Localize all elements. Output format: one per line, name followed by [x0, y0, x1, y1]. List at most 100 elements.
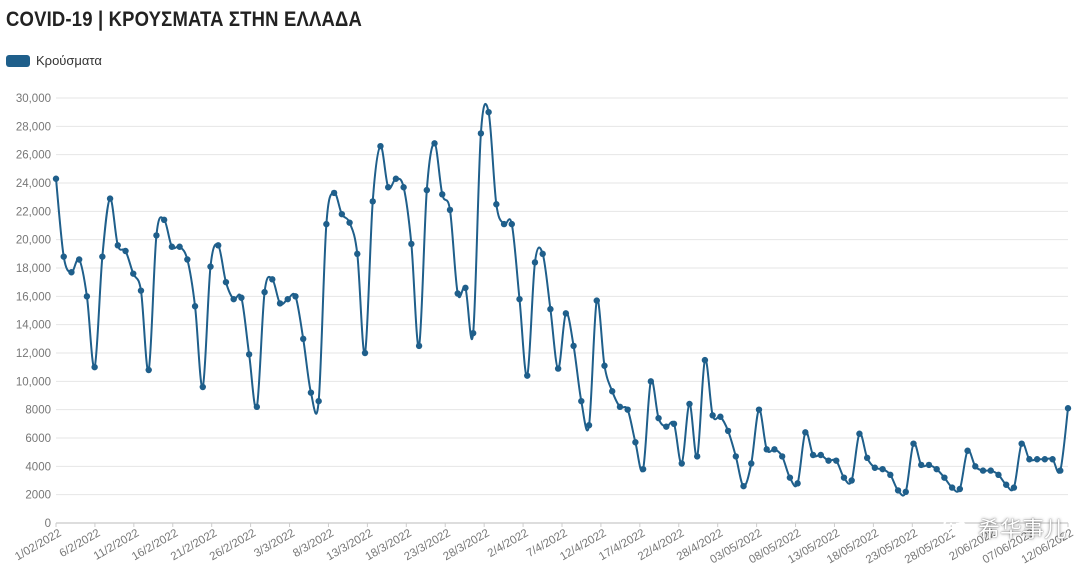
- data-point: [686, 400, 693, 408]
- data-point: [902, 488, 909, 496]
- data-point: [245, 351, 253, 358]
- data-point: [415, 342, 423, 350]
- data-point: [68, 269, 75, 276]
- data-point: [616, 403, 624, 411]
- data-point: [1026, 456, 1033, 463]
- watermark-text: 希华事儿: [977, 518, 1066, 543]
- data-point: [199, 383, 206, 391]
- data-point: [570, 342, 577, 350]
- data-point: [516, 295, 523, 303]
- legend-label: Κρούσματα: [36, 53, 102, 68]
- data-point: [809, 451, 817, 459]
- data-point: [222, 278, 230, 286]
- data-point: [1003, 481, 1010, 488]
- data-point: [439, 191, 446, 198]
- data-point: [871, 464, 879, 471]
- data-point: [230, 295, 237, 303]
- data-point: [1064, 405, 1072, 412]
- axes: [55, 522, 1069, 527]
- data-point: [106, 195, 114, 202]
- data-point: [1049, 456, 1056, 463]
- grid-lines: [56, 97, 1068, 496]
- data-point: [585, 422, 593, 429]
- data-point: [408, 240, 415, 248]
- data-point: [964, 447, 971, 454]
- data-point: [238, 294, 245, 301]
- data-point: [918, 461, 925, 469]
- data-point: [253, 403, 261, 411]
- watermark: 希华事儿: [942, 512, 1066, 544]
- data-point: [500, 220, 508, 228]
- data-point: [377, 142, 384, 150]
- data-point: [307, 389, 315, 396]
- data-point: [75, 256, 83, 263]
- data-point: [663, 423, 670, 430]
- data-point: [655, 414, 662, 422]
- data-point: [446, 206, 454, 214]
- data-point: [979, 467, 987, 474]
- data-point: [392, 175, 400, 182]
- series: [52, 102, 1072, 497]
- data-point: [856, 430, 863, 437]
- data-point: [778, 453, 786, 460]
- data-point: [52, 175, 60, 182]
- data-point: [531, 259, 539, 266]
- data-point: [1018, 440, 1025, 447]
- data-point: [338, 210, 346, 218]
- data-point: [825, 457, 832, 464]
- data-point: [369, 198, 376, 205]
- data-point: [678, 460, 685, 467]
- data-point: [879, 465, 886, 473]
- data-point: [323, 220, 330, 228]
- data-point: [670, 420, 678, 428]
- data-point: [130, 270, 137, 277]
- y-tick-label: 26,000: [16, 150, 51, 162]
- data-point: [1041, 456, 1049, 463]
- data-point: [276, 300, 284, 307]
- legend[interactable]: Κρούσματα: [6, 53, 102, 68]
- data-point: [508, 220, 515, 228]
- data-point: [609, 388, 616, 395]
- data-point: [863, 454, 871, 462]
- data-point: [160, 216, 168, 224]
- data-point: [987, 467, 994, 474]
- data-point: [933, 465, 940, 473]
- data-point: [632, 439, 639, 446]
- data-point: [269, 276, 276, 283]
- y-tick-label: 4000: [25, 461, 51, 473]
- data-point: [763, 446, 770, 453]
- data-point: [701, 356, 709, 364]
- data-point: [176, 243, 183, 250]
- y-tick-label: 12,000: [16, 348, 51, 360]
- y-tick-label: 14,000: [16, 320, 51, 332]
- data-point: [184, 256, 191, 263]
- data-point: [840, 474, 848, 481]
- data-point: [83, 293, 91, 300]
- data-point: [817, 451, 824, 459]
- y-tick-label: 8000: [25, 405, 51, 417]
- chart-title: COVID-19 | ΚΡΟΥΣΜΑΤΑ ΣΤΗΝ ΕΛΛΑΔΑ: [6, 8, 363, 31]
- data-point: [562, 310, 570, 317]
- data-point: [122, 247, 129, 255]
- data-point: [114, 242, 122, 249]
- data-point: [292, 293, 299, 300]
- y-tick-label: 10,000: [16, 376, 51, 388]
- data-point: [794, 480, 801, 487]
- data-point: [972, 463, 979, 470]
- data-point: [400, 184, 407, 191]
- data-point: [724, 427, 732, 435]
- data-point: [771, 446, 778, 453]
- data-point: [833, 457, 840, 464]
- data-point: [709, 412, 716, 419]
- data-point: [60, 253, 67, 260]
- data-point: [894, 487, 902, 494]
- data-point: [848, 477, 855, 484]
- y-tick-label: 24,000: [16, 178, 51, 190]
- data-point: [168, 243, 176, 250]
- y-tick-label: 22,000: [16, 206, 51, 218]
- y-tick-label: 30,000: [16, 93, 51, 105]
- x-tick-label: 3/3/2022: [252, 527, 297, 560]
- data-point: [802, 429, 809, 436]
- data-point: [941, 474, 948, 481]
